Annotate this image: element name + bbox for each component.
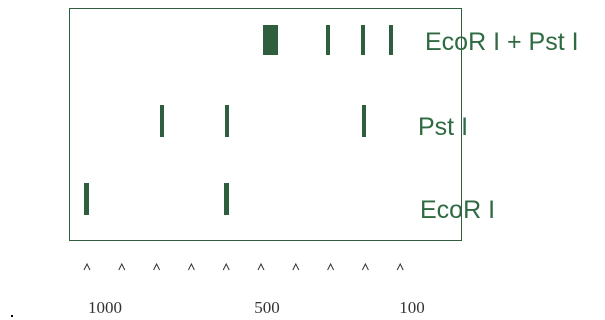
scale-label: 500 (254, 298, 280, 317)
caret (293, 264, 299, 270)
caret (119, 264, 125, 270)
scale-carets (84, 264, 403, 270)
band (224, 183, 229, 215)
caret (258, 264, 264, 270)
caret (397, 264, 403, 270)
caret (223, 264, 229, 270)
band (225, 105, 229, 137)
band (326, 25, 330, 55)
lane-label: EcoR I (420, 196, 495, 224)
gel-diagram: EcoR I + Pst I Pst I EcoR I 1000 500 100 (0, 0, 605, 320)
band (361, 25, 365, 55)
band (362, 105, 366, 137)
lane-label: Pst I (418, 113, 468, 141)
caret (188, 264, 194, 270)
band (84, 183, 89, 215)
scale-label: 1000 (88, 298, 122, 317)
caret (154, 264, 160, 270)
caret (328, 264, 334, 270)
page: EcoR I + Pst I Pst I EcoR I 1000 500 100… (0, 0, 605, 320)
band (160, 105, 164, 137)
band (389, 25, 393, 55)
scale-label: 100 (399, 298, 425, 317)
lane-label: EcoR I + Pst I (425, 28, 579, 56)
band (263, 25, 278, 55)
caret (84, 264, 90, 270)
dot (11, 315, 13, 317)
caret (362, 264, 368, 270)
